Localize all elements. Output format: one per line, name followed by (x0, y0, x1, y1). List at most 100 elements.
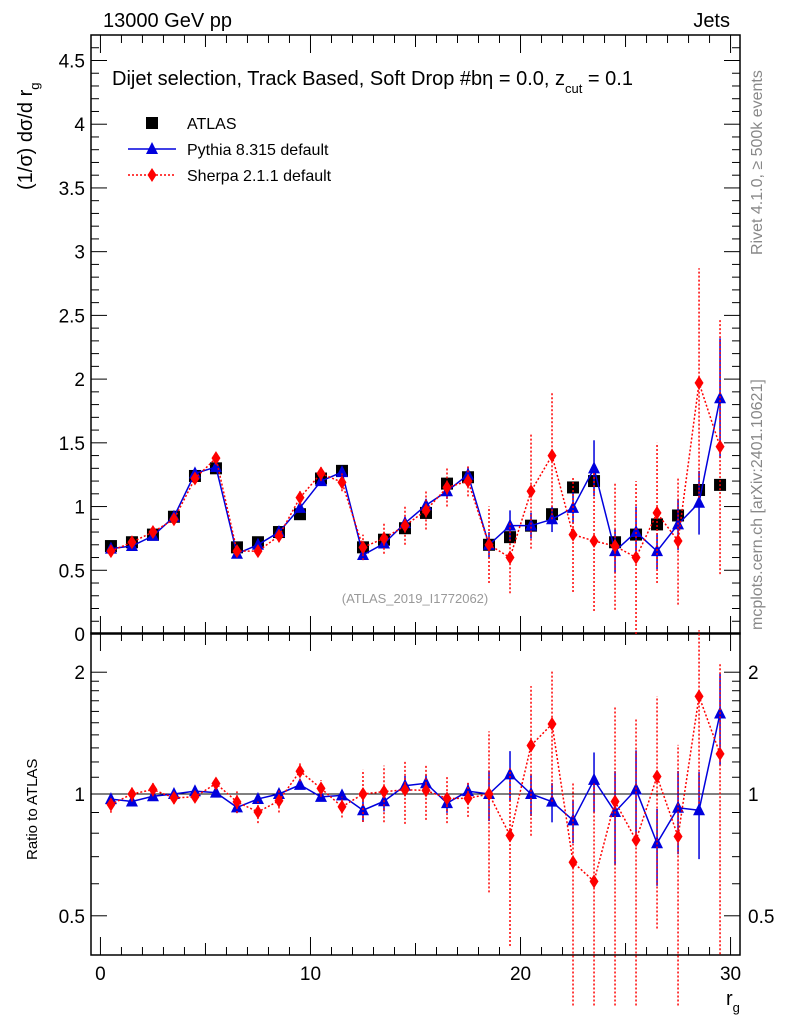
sherpa-point (547, 448, 557, 463)
sherpa-ratio-point (505, 828, 515, 843)
sherpa-ratio-point (463, 791, 473, 806)
pythia-ratio-point (209, 785, 222, 798)
pythia-ratio-point (525, 787, 538, 799)
watermark: (ATLAS_2019_I1772062) (342, 591, 488, 606)
sherpa-point (211, 451, 221, 466)
x-tick-label: 30 (720, 964, 741, 985)
sherpa-ratio-point (631, 833, 641, 848)
sherpa-ratio-point (295, 764, 305, 779)
sherpa-point (505, 550, 515, 565)
pythia-point (335, 465, 348, 478)
y-tick-label: 0 (74, 625, 85, 646)
ratio-y-tick-label: 0.5 (59, 907, 85, 928)
sherpa-point (106, 544, 116, 559)
y-tick-label: 0.5 (59, 561, 85, 582)
pythia-ratio-point (651, 836, 664, 849)
sherpa-ratio-line (110, 696, 721, 883)
sherpa-point (589, 533, 599, 548)
sherpa-ratio-point (484, 787, 494, 801)
plot-title: Dijet selection, Track Based, Soft Drop … (112, 68, 633, 96)
sherpa-ratio-point (610, 794, 620, 809)
pythia-point (462, 467, 475, 480)
legend-label-atlas: ATLAS (187, 116, 237, 133)
y-tick-label: 1.5 (59, 434, 85, 455)
ratio-y-tick-label: 2 (74, 663, 85, 684)
legend: ATLAS Pythia 8.315 default Sherpa 2.1.1 de… (128, 116, 332, 185)
pythia-point (588, 461, 601, 474)
ratio-y-tick-label-right: 2 (748, 663, 759, 684)
sherpa-ratio-point (274, 793, 284, 808)
legend-marker-atlas (146, 117, 158, 129)
sherpa-ratio-point (211, 776, 221, 791)
legend-label-sherpa: Sherpa 2.1.1 default (187, 168, 332, 185)
sherpa-point (652, 505, 662, 520)
sherpa-point (715, 439, 725, 454)
pythia-point (630, 525, 643, 538)
sherpa-point (316, 466, 326, 481)
y-tick-label: 4 (74, 115, 85, 136)
ratio-y-tick-label: 1 (74, 785, 85, 806)
sherpa-ratio-point (526, 738, 536, 753)
sherpa-ratio-point (337, 799, 347, 814)
pythia-point (251, 537, 264, 550)
pythia-ratio-point (272, 787, 285, 799)
sherpa-point (379, 531, 389, 546)
sherpa-ratio-point (547, 717, 557, 732)
pythia-ratio-point (588, 772, 601, 785)
sherpa-ratio-point (169, 790, 179, 805)
sherpa-point (295, 490, 305, 505)
pythia-point (525, 518, 538, 531)
sherpa-ratio-point (421, 783, 431, 798)
pythia-ratio-line (110, 713, 721, 845)
header-right: Jets (693, 10, 730, 32)
sherpa-point (673, 533, 683, 548)
sherpa-line (110, 382, 721, 559)
pythia-ratio-point (377, 794, 390, 807)
sherpa-point (190, 471, 200, 486)
ratio-y-tick-label-right: 0.5 (748, 907, 774, 928)
sherpa-point (253, 544, 263, 559)
sherpa-ratio-point (673, 829, 683, 844)
sherpa-ratio-point (589, 874, 599, 889)
sherpa-ratio-point (694, 689, 704, 704)
sherpa-ratio-point (568, 855, 578, 870)
side-label-bottom: mcplots.cern.ch [arXiv:2401.10621] (749, 379, 766, 630)
ratio-y-tick-label-right: 1 (748, 785, 759, 806)
sherpa-ratio-point (358, 787, 368, 801)
y-tick-label: 4.5 (59, 51, 85, 72)
sherpa-point (631, 550, 641, 565)
side-label-top: Rivet 4.1.0, ≥ 500k events (749, 70, 766, 255)
x-tick-label: 10 (300, 964, 321, 985)
sherpa-ratio-point (400, 782, 410, 797)
y-axis-label: (1/σ) dσ/d rg (15, 83, 42, 191)
sherpa-point (610, 539, 620, 554)
sherpa-ratio-point (652, 769, 662, 784)
sherpa-point (421, 503, 431, 518)
sherpa-ratio-point (253, 804, 263, 819)
pythia-ratio-point (462, 784, 475, 797)
sherpa-point (274, 528, 284, 543)
y-tick-label: 2.5 (59, 306, 85, 327)
pythia-point (693, 495, 706, 508)
sherpa-point (463, 474, 473, 489)
sherpa-point (148, 525, 158, 540)
sherpa-point (358, 540, 368, 555)
legend-marker-pythia (146, 142, 158, 154)
pythia-point (293, 500, 306, 513)
y-tick-label: 2 (74, 370, 85, 391)
pythia-ratio-point (293, 777, 306, 790)
sherpa-point (169, 512, 179, 527)
sherpa-point (694, 375, 704, 390)
x-tick-label: 20 (510, 964, 531, 985)
sherpa-point (232, 544, 242, 559)
sherpa-ratio-point (127, 787, 137, 801)
pythia-line (110, 398, 721, 557)
legend-marker-sherpa (147, 168, 157, 182)
sherpa-point (442, 480, 452, 495)
sherpa-point (400, 518, 410, 533)
y-tick-label: 3 (74, 243, 85, 264)
x-tick-label: 0 (95, 964, 106, 985)
x-axis-label: rg (726, 988, 740, 1015)
atlas-point (651, 518, 664, 531)
sherpa-point (568, 527, 578, 542)
